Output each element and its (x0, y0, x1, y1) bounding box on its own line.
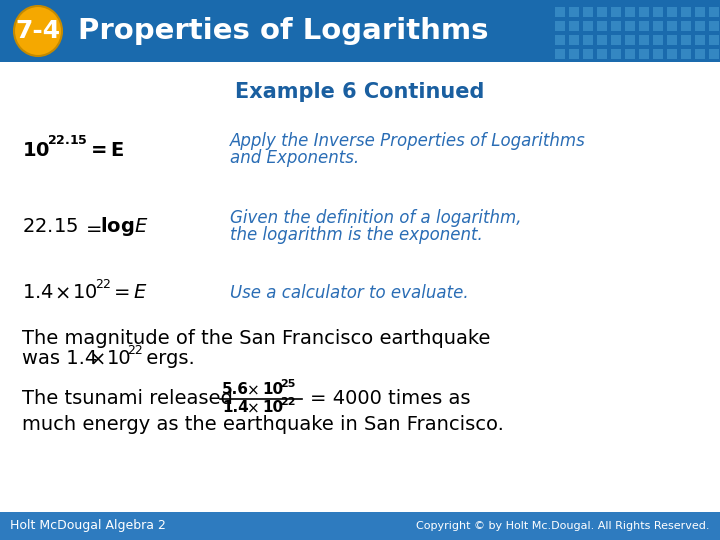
Text: $\times$: $\times$ (54, 284, 70, 302)
Text: Holt McDougal Algebra 2: Holt McDougal Algebra 2 (10, 519, 166, 532)
FancyBboxPatch shape (569, 35, 579, 45)
Text: The magnitude of the San Francisco earthquake: The magnitude of the San Francisco earth… (22, 328, 490, 348)
FancyBboxPatch shape (555, 21, 565, 31)
FancyBboxPatch shape (625, 21, 635, 31)
FancyBboxPatch shape (583, 35, 593, 45)
FancyBboxPatch shape (597, 7, 607, 17)
FancyBboxPatch shape (667, 7, 677, 17)
FancyBboxPatch shape (611, 35, 621, 45)
FancyBboxPatch shape (709, 21, 719, 31)
Text: $\mathbf{22.15}$: $\mathbf{22.15}$ (47, 134, 88, 147)
FancyBboxPatch shape (667, 21, 677, 31)
FancyBboxPatch shape (639, 7, 649, 17)
FancyBboxPatch shape (0, 0, 720, 62)
FancyBboxPatch shape (667, 49, 677, 59)
Text: ergs.: ergs. (140, 349, 194, 368)
FancyBboxPatch shape (611, 21, 621, 31)
Text: $\times$: $\times$ (246, 401, 258, 415)
FancyBboxPatch shape (639, 49, 649, 59)
Text: $22$: $22$ (95, 278, 112, 291)
Text: $\times$: $\times$ (246, 382, 258, 397)
FancyBboxPatch shape (611, 49, 621, 59)
Text: Copyright © by Holt Mc.Dougal. All Rights Reserved.: Copyright © by Holt Mc.Dougal. All Right… (416, 521, 710, 531)
FancyBboxPatch shape (653, 7, 663, 17)
Text: Apply the Inverse Properties of Logarithms: Apply the Inverse Properties of Logarith… (230, 132, 586, 150)
Text: much energy as the earthquake in San Francisco.: much energy as the earthquake in San Fra… (22, 415, 504, 435)
FancyBboxPatch shape (625, 7, 635, 17)
Text: $1.4$: $1.4$ (22, 284, 54, 302)
FancyBboxPatch shape (653, 21, 663, 31)
Text: and Exponents.: and Exponents. (230, 149, 359, 167)
FancyBboxPatch shape (653, 35, 663, 45)
FancyBboxPatch shape (583, 21, 593, 31)
FancyBboxPatch shape (555, 7, 565, 17)
Text: 10: 10 (107, 349, 132, 368)
FancyBboxPatch shape (0, 512, 720, 540)
Text: $E$: $E$ (134, 218, 148, 237)
FancyBboxPatch shape (681, 49, 691, 59)
Text: $\times$: $\times$ (89, 349, 104, 368)
Text: 1.4: 1.4 (222, 401, 248, 415)
FancyBboxPatch shape (583, 49, 593, 59)
Text: 7-4: 7-4 (15, 19, 60, 43)
FancyBboxPatch shape (639, 21, 649, 31)
FancyBboxPatch shape (709, 35, 719, 45)
Text: 25: 25 (280, 379, 295, 389)
FancyBboxPatch shape (555, 49, 565, 59)
Text: $\mathbf{10}$: $\mathbf{10}$ (22, 140, 50, 159)
FancyBboxPatch shape (695, 7, 705, 17)
FancyBboxPatch shape (695, 49, 705, 59)
FancyBboxPatch shape (667, 35, 677, 45)
Text: $10$: $10$ (72, 284, 97, 302)
FancyBboxPatch shape (569, 49, 579, 59)
FancyBboxPatch shape (611, 7, 621, 17)
FancyBboxPatch shape (583, 7, 593, 17)
FancyBboxPatch shape (681, 35, 691, 45)
Text: Use a calculator to evaluate.: Use a calculator to evaluate. (230, 284, 469, 302)
FancyBboxPatch shape (695, 21, 705, 31)
FancyBboxPatch shape (569, 21, 579, 31)
Text: 22: 22 (127, 345, 143, 357)
Text: Given the definition of a logarithm,: Given the definition of a logarithm, (230, 209, 521, 227)
Text: 10: 10 (262, 382, 283, 397)
FancyBboxPatch shape (597, 35, 607, 45)
Text: The tsunami released: The tsunami released (22, 389, 233, 408)
FancyBboxPatch shape (639, 35, 649, 45)
FancyBboxPatch shape (709, 49, 719, 59)
Ellipse shape (14, 6, 62, 56)
FancyBboxPatch shape (695, 35, 705, 45)
Text: 10: 10 (262, 401, 283, 415)
FancyBboxPatch shape (681, 7, 691, 17)
FancyBboxPatch shape (597, 21, 607, 31)
Text: $=$: $=$ (82, 218, 102, 237)
FancyBboxPatch shape (625, 49, 635, 59)
FancyBboxPatch shape (681, 21, 691, 31)
Text: $\mathbf{log}$: $\mathbf{log}$ (100, 215, 135, 239)
FancyBboxPatch shape (625, 35, 635, 45)
Text: = 4000 times as: = 4000 times as (310, 389, 470, 408)
Text: Properties of Logarithms: Properties of Logarithms (78, 17, 488, 45)
FancyBboxPatch shape (555, 35, 565, 45)
Text: $22.15$: $22.15$ (22, 218, 78, 237)
Text: the logarithm is the exponent.: the logarithm is the exponent. (230, 226, 482, 244)
Text: $\mathbf{= E}$: $\mathbf{= E}$ (87, 140, 125, 159)
Text: 22: 22 (280, 397, 295, 407)
Text: $= E$: $= E$ (110, 284, 148, 302)
FancyBboxPatch shape (709, 7, 719, 17)
FancyBboxPatch shape (597, 49, 607, 59)
Text: Example 6 Continued: Example 6 Continued (235, 82, 485, 102)
Text: was 1.4: was 1.4 (22, 349, 97, 368)
FancyBboxPatch shape (653, 49, 663, 59)
Text: 5.6: 5.6 (222, 382, 249, 397)
FancyBboxPatch shape (569, 7, 579, 17)
